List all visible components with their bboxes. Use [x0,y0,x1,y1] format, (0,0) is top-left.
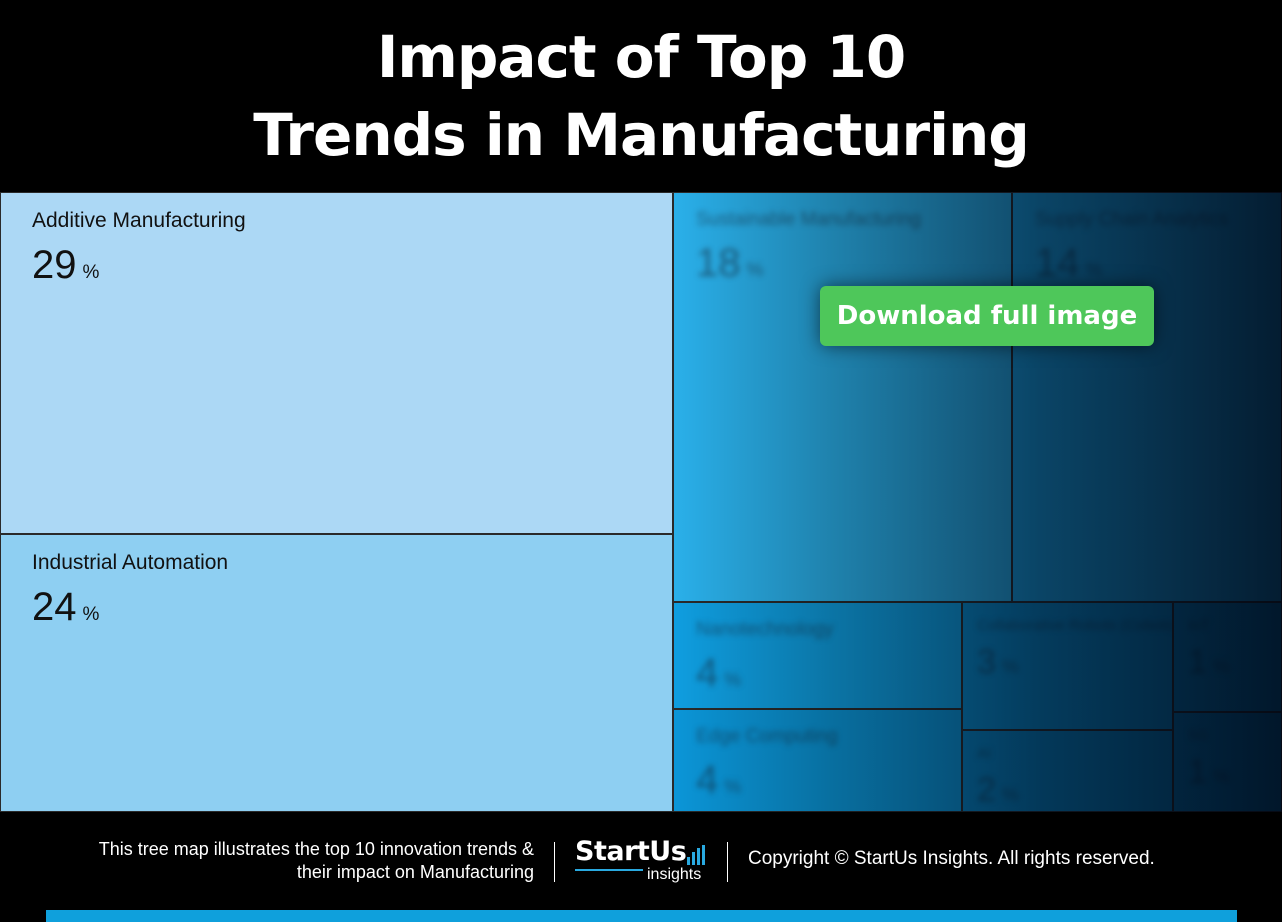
tile-value: 24% [32,585,99,630]
logo-wordmark: StartUs [575,836,687,867]
tile-value: 29% [32,243,99,288]
copyright-text: Copyright © StartUs Insights. All rights… [748,848,1155,869]
tile-value: 4% [696,758,741,803]
treemap-tile-ai: AI 2% [962,730,1173,812]
tile-value-percent: % [724,670,742,691]
tile-value-percent: % [1001,785,1019,806]
tile-value-percent: % [1085,260,1103,281]
tile-value: 14% [1035,241,1102,286]
tile-value: 2% [977,771,1019,810]
footer-divider-left [554,842,555,882]
tile-label: Sustainable Manufacturing [696,209,921,230]
tile-value-percent: % [82,604,100,625]
tile-label: Collaborative Robots (Cobots) [977,617,1173,634]
tile-value-number: 4 [696,651,719,695]
tile-value-percent: % [724,777,742,798]
treemap-tile-iot: IoT 1% [1173,602,1282,712]
footer-divider-right [727,842,728,882]
tile-label: Industrial Automation [32,551,229,574]
tile-value-percent: % [82,262,100,283]
tile-value: 4% [696,651,741,696]
tile-label: Supply Chain Analytics [1035,209,1229,230]
tile-value-number: 14 [1035,241,1080,285]
tile-value: 1% [1188,643,1230,682]
tile-value-number: 24 [32,585,77,629]
footer-caption-line-1: This tree map illustrates the top 10 inn… [98,839,534,859]
treemap-tile-industrial-automation: Industrial Automation 24% [0,534,673,812]
treemap-tile-collaborative-robots-cobots: Collaborative Robots (Cobots) 3% [962,602,1173,730]
tile-value-percent: % [1001,657,1019,678]
tile-value-number: 2 [977,771,996,809]
treemap-tile-sustainable-manufacturing: Sustainable Manufacturing 18% [673,192,1012,602]
bar-chart-icon [687,845,709,865]
treemap-tile-supply-chain-analytics: Supply Chain Analytics 14% [1012,192,1282,602]
tile-label: IoT [1188,617,1210,634]
tile-label: Edge Computing [696,726,838,747]
tile-label: Nanotechnology [696,619,834,640]
tile-value-number: 3 [977,643,996,681]
startus-insights-logo[interactable]: StartUs insights [575,836,715,886]
footer-caption-line-2: their impact on Manufacturing [296,862,534,882]
download-full-image-button[interactable]: Download full image [820,286,1154,346]
footer: This tree map illustrates the top 10 inn… [0,812,1282,922]
treemap-tile-edge-computing: Edge Computing 4% [673,709,962,812]
footer-caption: This tree map illustrates the top 10 inn… [14,838,534,884]
tile-value-number: 18 [696,241,741,285]
tile-value-number: 29 [32,243,77,287]
tile-value: 1% [1188,753,1230,792]
tile-value-number: 4 [696,758,719,802]
treemap-tile-5g: 5G 1% [1173,712,1282,812]
tile-label: Additive Manufacturing [32,209,246,232]
tile-value-percent: % [746,260,764,281]
tile-value-number: 1 [1188,643,1207,681]
treemap-chart: Additive Manufacturing 29% Industrial Auto… [0,192,1282,812]
tile-value-percent: % [1212,657,1230,678]
tile-label: AI [977,745,992,762]
tile-value: 3% [977,643,1019,682]
tile-value-percent: % [1212,767,1230,788]
logo-underline [575,869,643,871]
tile-label: 5G [1188,727,1209,744]
tile-value-number: 1 [1188,753,1207,791]
treemap-tile-nanotechnology: Nanotechnology 4% [673,602,962,709]
logo-subtitle: insights [647,866,702,883]
bottom-accent-bar [46,910,1237,922]
title-line-1: Impact of Top 10 [376,23,906,91]
title-line-2: Trends in Manufacturing [253,101,1030,169]
header: Impact of Top 10 Trends in Manufacturing [0,0,1282,192]
treemap-tile-additive-manufacturing: Additive Manufacturing 29% [0,192,673,534]
tile-value: 18% [696,241,763,286]
